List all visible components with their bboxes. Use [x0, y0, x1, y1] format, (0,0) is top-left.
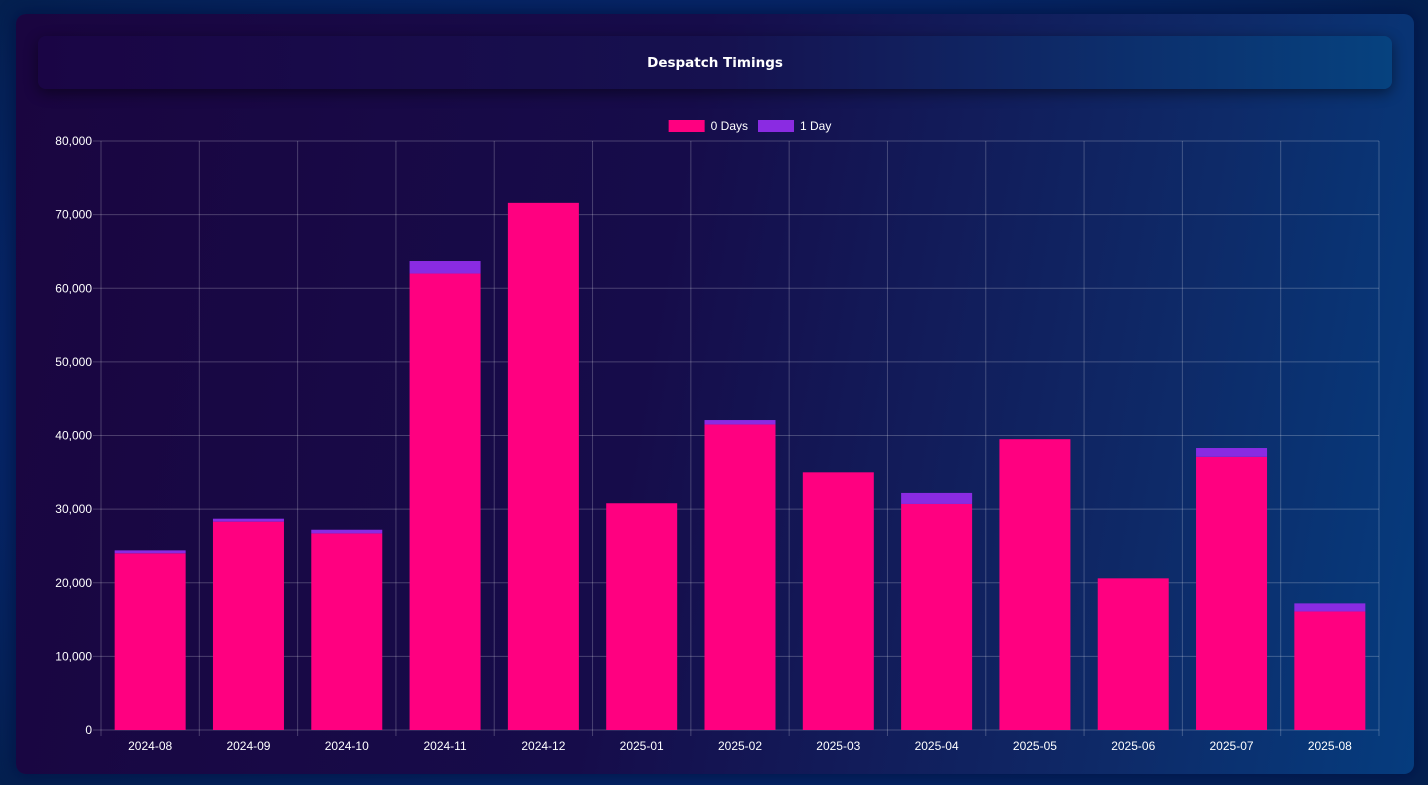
x-tick-label: 2025-02 — [718, 739, 762, 753]
x-tick-label: 2024-12 — [521, 739, 565, 753]
x-tick-label: 2025-08 — [1308, 739, 1352, 753]
legend-label-one-day: 1 Day — [800, 119, 831, 133]
y-tick-label: 70,000 — [55, 208, 92, 222]
bar-zero-days — [901, 503, 973, 730]
bar-zero-days — [704, 424, 776, 730]
legend-swatch-zero-days — [668, 120, 705, 132]
x-tick-label: 2024-11 — [423, 739, 466, 753]
bar-one-day — [409, 261, 481, 274]
chart-header: Despatch Timings — [38, 36, 1392, 89]
bar-zero-days — [999, 439, 1071, 730]
bar-zero-days — [507, 202, 579, 731]
y-tick-label: 30,000 — [55, 502, 92, 516]
y-tick-label: 40,000 — [55, 429, 92, 443]
y-tick-label: 60,000 — [55, 281, 92, 295]
bar-one-day — [1294, 603, 1366, 612]
bar-one-day — [704, 420, 776, 425]
bar-one-day — [311, 529, 383, 534]
bar-zero-days — [212, 521, 284, 730]
x-tick-label: 2024-10 — [325, 739, 369, 753]
chart-title: Despatch Timings — [647, 54, 783, 71]
bar-zero-days — [1294, 611, 1366, 730]
bar-one-day — [114, 550, 186, 554]
x-tick-label: 2025-01 — [620, 739, 664, 753]
bar-one-day — [212, 518, 284, 522]
bar-zero-days — [1097, 578, 1169, 730]
x-tick-label: 2025-04 — [915, 739, 959, 753]
x-tick-label: 2025-05 — [1013, 739, 1057, 753]
y-tick-label: 20,000 — [55, 576, 92, 590]
y-tick-label: 50,000 — [55, 355, 92, 369]
bar-one-day — [1196, 448, 1268, 457]
x-tick-label: 2025-07 — [1210, 739, 1254, 753]
bar-zero-days — [114, 553, 186, 730]
legend-label-zero-days: 0 Days — [711, 119, 748, 133]
bar-zero-days — [802, 472, 874, 730]
x-tick-label: 2025-06 — [1111, 739, 1155, 753]
bar-one-day — [901, 492, 973, 504]
bar-zero-days — [606, 503, 678, 730]
x-tick-label: 2024-08 — [128, 739, 172, 753]
bar-zero-days — [1196, 456, 1268, 730]
bar-zero-days — [409, 273, 481, 730]
bar-zero-days — [311, 533, 383, 730]
legend-swatch-one-day — [758, 120, 794, 132]
x-tick-label: 2024-09 — [226, 739, 270, 753]
x-tick-label: 2025-03 — [816, 739, 860, 753]
y-tick-label: 80,000 — [55, 134, 92, 148]
y-tick-label: 10,000 — [55, 649, 92, 663]
y-tick-label: 0 — [85, 723, 92, 737]
